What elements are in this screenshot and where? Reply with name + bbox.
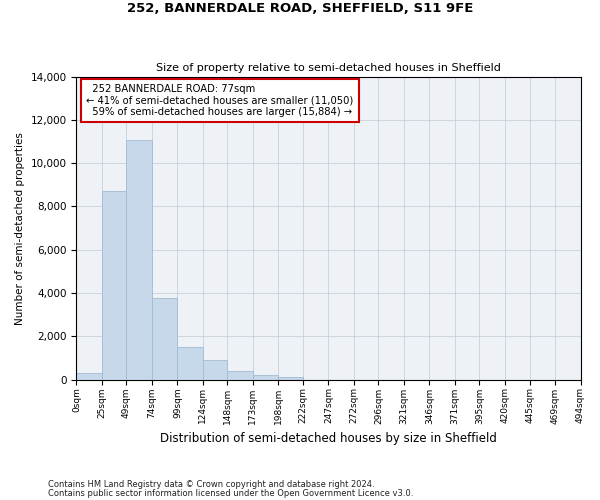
Bar [102, 192, 127, 380]
Text: 252 BANNERDALE ROAD: 77sqm
← 41% of semi-detached houses are smaller (11,050)
  : 252 BANNERDALE ROAD: 77sqm ← 41% of semi… [86, 84, 354, 117]
Text: 252, BANNERDALE ROAD, SHEFFIELD, S11 9FE: 252, BANNERDALE ROAD, SHEFFIELD, S11 9FE [127, 2, 473, 16]
Bar [152, 298, 178, 380]
X-axis label: Distribution of semi-detached houses by size in Sheffield: Distribution of semi-detached houses by … [160, 432, 497, 445]
Bar [76, 373, 102, 380]
Text: Contains public sector information licensed under the Open Government Licence v3: Contains public sector information licen… [48, 488, 413, 498]
Y-axis label: Number of semi-detached properties: Number of semi-detached properties [15, 132, 25, 324]
Bar [278, 378, 303, 380]
Bar [203, 360, 227, 380]
Bar [127, 140, 152, 380]
Bar [227, 371, 253, 380]
Bar [253, 376, 278, 380]
Bar [178, 347, 203, 380]
Text: Contains HM Land Registry data © Crown copyright and database right 2024.: Contains HM Land Registry data © Crown c… [48, 480, 374, 489]
Title: Size of property relative to semi-detached houses in Sheffield: Size of property relative to semi-detach… [156, 63, 501, 73]
